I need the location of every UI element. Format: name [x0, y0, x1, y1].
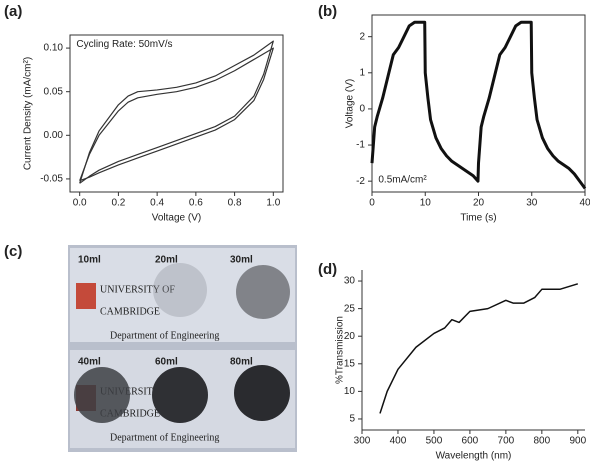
annotation: 0.5mA/cm² [378, 174, 427, 185]
sample-label: 60ml [155, 357, 178, 368]
university-name: CAMBRIDGE [100, 306, 160, 317]
crest [76, 283, 96, 309]
panel-label: (c) [4, 243, 22, 260]
x-tick-label: 0.6 [189, 198, 203, 209]
sample-label: 20ml [155, 255, 178, 266]
y-tick-label: 1 [359, 67, 365, 78]
photo-panel: (c) UNIVERSITY OF CAMBRIDGE Department o… [4, 243, 297, 452]
x-tick-label: 700 [498, 436, 515, 447]
sample-label: 10ml [78, 255, 101, 266]
y-axis-label: %Transmission [335, 316, 346, 384]
x-tick-label: 900 [569, 436, 586, 447]
department: Department of Engineering [110, 330, 219, 341]
plot-frame [69, 34, 284, 193]
data-line [79, 40, 274, 184]
panel-label: (d) [318, 261, 337, 278]
y-tick-label: -0.05 [40, 174, 63, 185]
y-tick-label: 0 [359, 104, 365, 115]
y-tick-label: 0.05 [44, 86, 64, 97]
x-tick-label: 0.2 [111, 198, 125, 209]
x-tick-label: 500 [426, 436, 443, 447]
university: UNIVERSITY OF [100, 386, 175, 397]
y-tick-label: -2 [356, 176, 365, 187]
department: Department of Engineering [110, 432, 219, 443]
x-tick-label: 30 [526, 198, 538, 209]
x-tick-label: 0.4 [150, 198, 164, 209]
y-axis-label: Current Density (mA/cm²) [23, 57, 34, 170]
x-tick-label: 0.0 [73, 198, 87, 209]
x-axis-label: Voltage (V) [152, 213, 201, 224]
x-tick-label: 300 [354, 436, 371, 447]
y-tick-label: 30 [344, 276, 356, 287]
x-tick-label: 0 [369, 198, 375, 209]
sample-label: 80ml [230, 357, 253, 368]
film-sample [234, 365, 290, 421]
panel-label: (a) [4, 3, 22, 20]
y-tick-label: 0.10 [44, 43, 64, 54]
x-tick-label: 20 [473, 198, 485, 209]
x-tick-label: 800 [533, 436, 550, 447]
data-line [370, 20, 587, 190]
panel-label: (b) [318, 3, 337, 20]
university: UNIVERSITY OF [100, 284, 175, 295]
sample-label: 30ml [230, 255, 253, 266]
y-tick-label: 15 [344, 358, 356, 369]
x-axis-label: Wavelength (nm) [436, 451, 512, 462]
y-tick-label: 2 [359, 31, 365, 42]
y-tick-label: 10 [344, 386, 356, 397]
x-tick-label: 1.0 [266, 198, 280, 209]
y-tick-label: -1 [356, 140, 365, 151]
y-tick-label: 5 [349, 414, 355, 425]
x-axis-label: Time (s) [460, 213, 496, 224]
sample-label: 40ml [78, 357, 101, 368]
x-tick-label: 10 [420, 198, 432, 209]
y-tick-label: 25 [344, 303, 356, 314]
x-tick-label: 400 [390, 436, 407, 447]
university-name: CAMBRIDGE [100, 408, 160, 419]
data-line [379, 283, 579, 414]
y-tick-label: 20 [344, 331, 356, 342]
film-sample [236, 265, 290, 319]
film-sample [152, 367, 208, 423]
film-sample [74, 367, 130, 423]
film-sample [153, 263, 207, 317]
x-tick-label: 600 [462, 436, 479, 447]
x-tick-label: 0.8 [228, 198, 242, 209]
y-axis-label: Voltage (V) [345, 79, 356, 128]
annotation: Cycling Rate: 50mV/s [76, 39, 172, 50]
y-tick-label: 0.00 [44, 130, 64, 141]
x-tick-label: 40 [579, 198, 590, 209]
data-line [79, 47, 274, 182]
